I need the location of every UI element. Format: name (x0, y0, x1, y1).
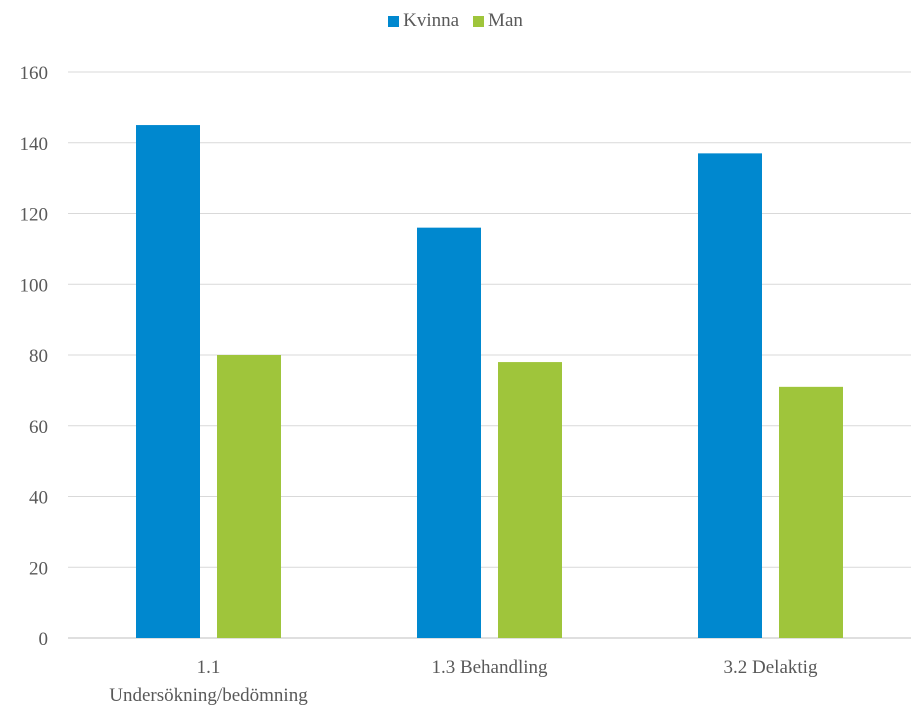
y-tick-label: 160 (20, 63, 49, 84)
bar-man (779, 386, 843, 638)
legend-label-kvinna: Kvinna (403, 10, 460, 31)
legend-item-kvinna: Kvinna (388, 10, 459, 32)
legend: Kvinna Man (0, 10, 911, 32)
y-tick-label: 100 (20, 275, 49, 296)
x-tick-label: Undersökning/bedömning (109, 685, 308, 706)
bar-man (498, 362, 562, 638)
x-tick-label: 1.1 (197, 657, 221, 678)
bar-kvinna (136, 125, 200, 638)
y-tick-label: 40 (29, 488, 48, 509)
bar-man (217, 355, 281, 638)
y-tick-label: 140 (20, 134, 49, 155)
bar-kvinna (698, 153, 762, 639)
legend-swatch-kvinna (388, 15, 400, 27)
legend-item-man: Man (473, 10, 523, 32)
y-tick-label: 0 (39, 629, 49, 650)
x-tick-label: 3.2 Delaktig (724, 657, 818, 678)
y-tick-label: 20 (29, 558, 48, 579)
legend-swatch-man (473, 15, 485, 27)
legend-label-man: Man (488, 10, 523, 31)
y-tick-label: 80 (29, 346, 48, 367)
y-tick-label: 120 (20, 205, 49, 226)
x-tick-label: 1.3 Behandling (431, 657, 548, 678)
bar-kvinna (417, 227, 481, 638)
y-tick-label: 60 (29, 417, 48, 438)
